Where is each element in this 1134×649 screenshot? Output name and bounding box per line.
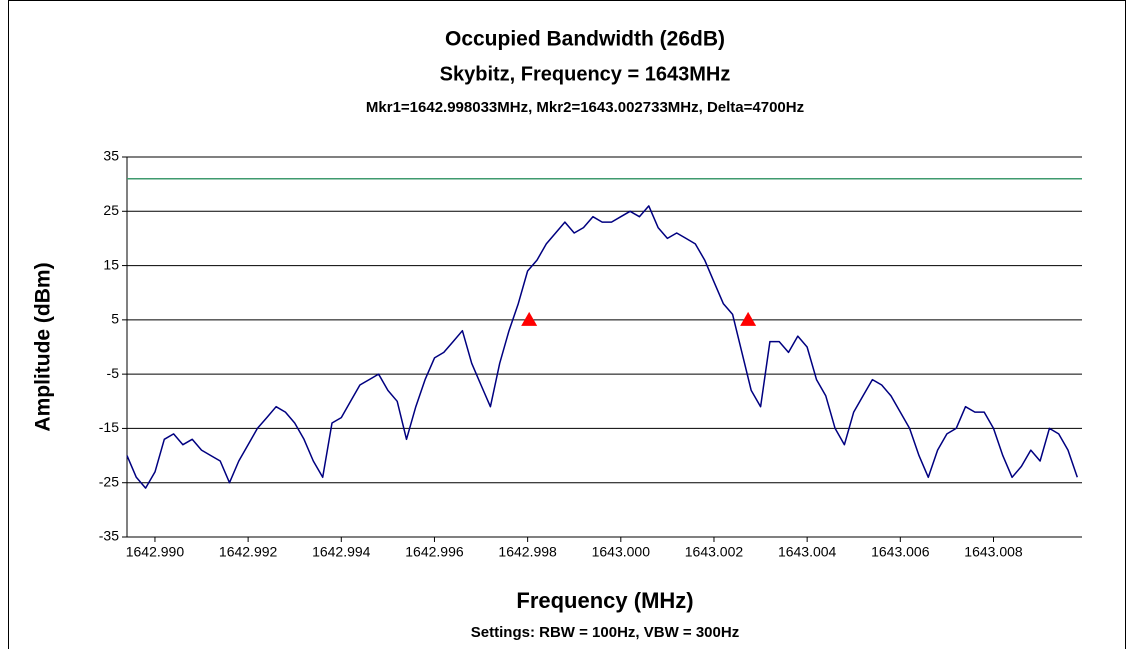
x-tick-label: 1643.004	[778, 544, 837, 560]
x-tick-label: 1642.998	[498, 544, 557, 560]
y-axis-label: Amplitude (dBm)	[32, 262, 55, 431]
x-tick-label: 1643.008	[964, 544, 1023, 560]
y-tick-label: -15	[99, 419, 119, 435]
x-tick-label: 1642.990	[126, 544, 185, 560]
y-tick-label: -5	[107, 365, 120, 381]
x-axis-label: Frequency (MHz)	[516, 588, 693, 613]
x-tick-label: 1643.006	[871, 544, 930, 560]
chart-subtitle: Skybitz, Frequency = 1643MHz	[440, 63, 731, 85]
x-tick-label: 1642.996	[405, 544, 464, 560]
annotation: Mkr1=1642.998033MHz, Mkr2=1643.002733MHz…	[366, 99, 804, 116]
chart-title: Occupied Bandwidth (26dB)	[445, 28, 725, 51]
footnote: Settings: RBW = 100Hz, VBW = 300Hz	[471, 624, 739, 641]
marker	[521, 311, 538, 326]
data-line	[126, 205, 1079, 489]
y-tick-label: -35	[99, 528, 119, 544]
x-tick-label: 1643.000	[592, 544, 651, 560]
y-tick-label: -25	[99, 473, 119, 489]
y-tick-label: 25	[103, 202, 119, 218]
marker	[740, 311, 757, 326]
x-tick-label: 1643.002	[685, 544, 744, 560]
y-tick-label: 35	[103, 148, 119, 164]
y-tick-label: 15	[103, 256, 119, 272]
x-tick-label: 1642.994	[312, 544, 371, 560]
chart-border	[8, 0, 1126, 649]
x-tick-label: 1642.992	[219, 544, 278, 560]
y-tick-label: 5	[111, 311, 119, 327]
